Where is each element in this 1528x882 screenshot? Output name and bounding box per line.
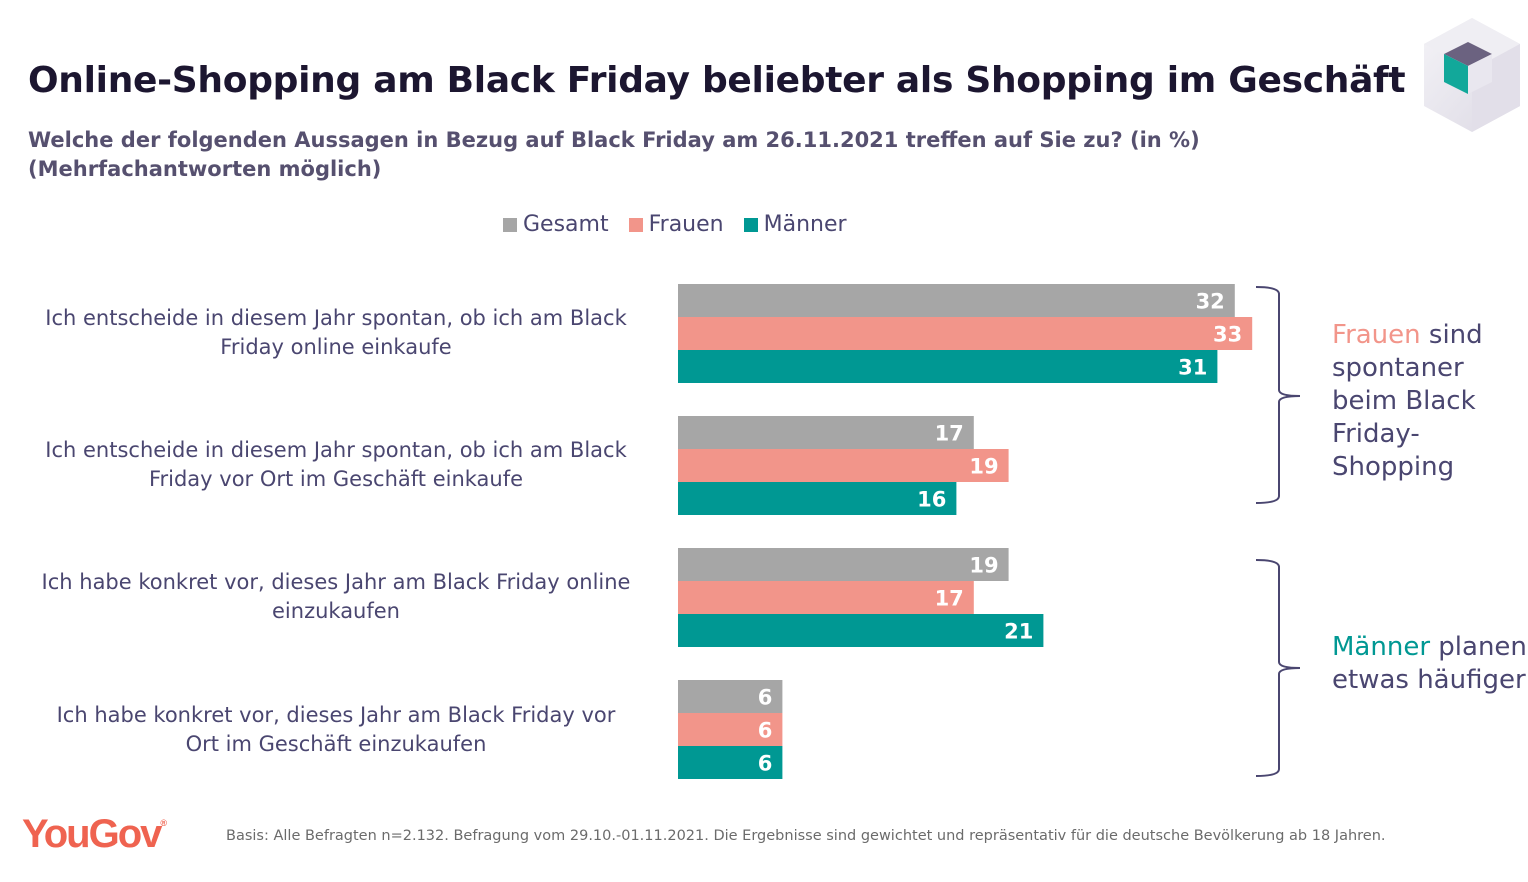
- bar-frauen-1: [678, 317, 1253, 350]
- data-label: 17: [935, 587, 964, 611]
- category-label-line: Friday online einkaufe: [220, 335, 452, 359]
- annotation-line: Frauen sind: [1332, 319, 1483, 352]
- footnote: Basis: Alle Befragten n=2.132. Befragung…: [226, 828, 1386, 844]
- category-label: Ich habe konkret vor, dieses Jahr am Bla…: [16, 701, 656, 759]
- data-label: 6: [758, 752, 773, 776]
- annotation-maenner: Männer planen etwas häufiger: [1332, 631, 1527, 697]
- brace-maenner-icon: [1255, 559, 1301, 777]
- annotation-line: Friday-: [1332, 419, 1420, 449]
- category-label-line: Ich entscheide in diesem Jahr spontan, o…: [45, 306, 627, 330]
- legend-item-maenner: Männer: [743, 212, 847, 237]
- annotation-line: Shopping: [1332, 452, 1455, 482]
- annotation-frauen: Frauen sind spontaner beim Black Friday-…: [1332, 319, 1483, 484]
- annotation-line: Männer planen: [1332, 631, 1527, 664]
- category-label-line: Ich habe konkret vor, dieses Jahr am Bla…: [56, 703, 616, 727]
- bar-maenner-4: [678, 746, 783, 779]
- category-label: Ich habe konkret vor, dieses Jahr am Bla…: [16, 568, 656, 626]
- data-label: 19: [969, 554, 998, 578]
- data-label: 31: [1178, 356, 1207, 380]
- annotation-text: sind: [1420, 320, 1483, 350]
- chart-subtitle: Welche der folgenden Aussagen in Bezug a…: [28, 128, 1200, 181]
- category-label-line: Ich entscheide in diesem Jahr spontan, o…: [45, 438, 627, 462]
- legend-label: Frauen: [648, 212, 724, 237]
- category-label-line: einzukaufen: [272, 599, 400, 623]
- category-label-line: Friday vor Ort im Geschäft einkaufe: [148, 467, 524, 491]
- bar-gesamt-2: [678, 416, 974, 449]
- category-label: Ich entscheide in diesem Jahr spontan, o…: [16, 436, 656, 494]
- legend-swatch-maenner: [743, 217, 758, 232]
- bar-frauen-3: [678, 581, 974, 614]
- legend-swatch-gesamt: [503, 217, 517, 232]
- yougov-logo: YouGov®: [22, 812, 167, 857]
- cube-logo-icon: [1424, 18, 1520, 132]
- data-label: 33: [1213, 323, 1242, 347]
- annotation-highlight-frauen: Frauen: [1332, 320, 1421, 350]
- annotation-highlight-maenner: Männer: [1332, 632, 1431, 662]
- chart-legend: Gesamt Frauen Männer: [503, 212, 847, 237]
- data-label: 21: [1004, 620, 1033, 644]
- category-label: Ich entscheide in diesem Jahr spontan, o…: [16, 304, 656, 362]
- annotation-text: planen: [1430, 632, 1527, 662]
- page-title: Online-Shopping am Black Friday beliebte…: [28, 60, 1406, 101]
- bar-gesamt-1: [678, 284, 1235, 317]
- bar-maenner-1: [678, 350, 1218, 383]
- bar-maenner-3: [678, 614, 1044, 647]
- yougov-logo-text: YouGov: [22, 812, 162, 856]
- data-label: 16: [917, 488, 946, 512]
- data-label: 6: [758, 719, 773, 743]
- annotation-line: etwas häufiger: [1332, 665, 1526, 695]
- data-label: 17: [935, 422, 964, 446]
- annotation-line: beim Black: [1332, 386, 1476, 416]
- legend-item-frauen: Frauen: [628, 212, 724, 237]
- legend-label: Gesamt: [523, 212, 609, 237]
- bar-gesamt-4: [678, 680, 783, 713]
- data-label: 32: [1196, 290, 1225, 314]
- data-label: 6: [758, 686, 773, 710]
- annotation-line: spontaner: [1332, 353, 1464, 383]
- legend-item-gesamt: Gesamt: [503, 212, 609, 237]
- bar-gesamt-3: [678, 548, 1009, 581]
- brace-frauen-icon: [1255, 286, 1301, 504]
- legend-swatch-frauen: [628, 217, 643, 232]
- bar-frauen-4: [678, 713, 783, 746]
- registered-mark: ®: [160, 818, 168, 828]
- data-label: 19: [969, 455, 998, 479]
- legend-label: Männer: [763, 212, 847, 237]
- bar-maenner-2: [678, 482, 957, 515]
- category-label-line: Ich habe konkret vor, dieses Jahr am Bla…: [41, 570, 631, 594]
- category-label-line: Ort im Geschäft einzukaufen: [185, 732, 487, 756]
- bar-frauen-2: [678, 449, 1009, 482]
